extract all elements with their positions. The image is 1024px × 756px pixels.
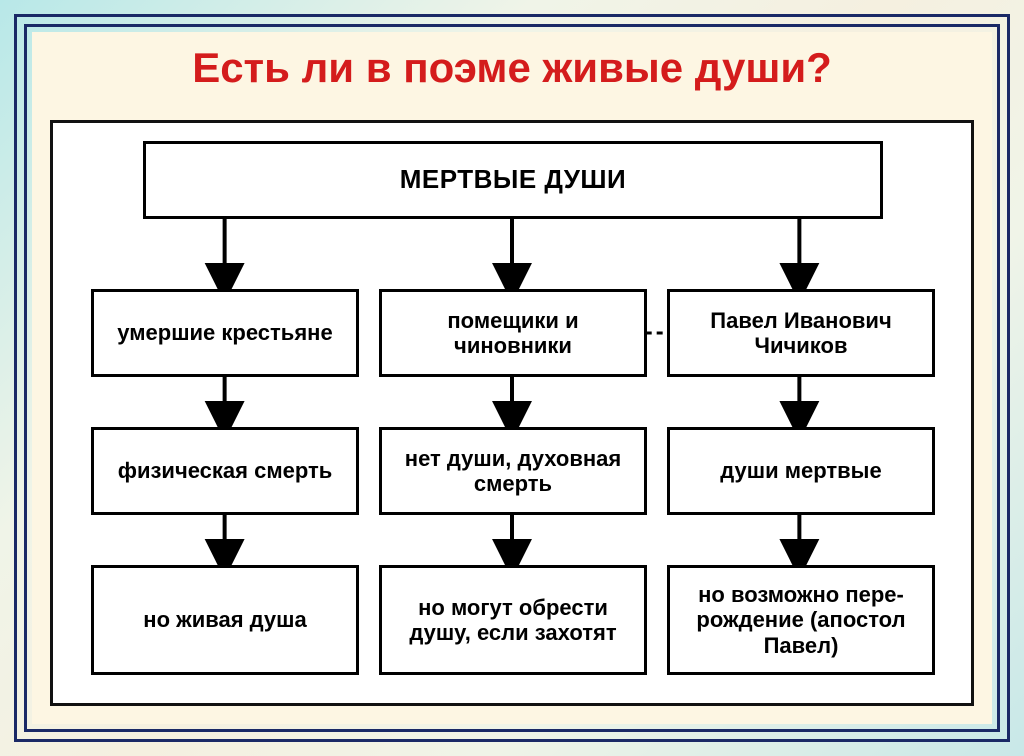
root-box: МЕРТВЫЕ ДУШИ xyxy=(143,141,883,219)
slide-paper: Есть ли в поэме живые души? xyxy=(32,32,992,724)
col0-l2: физическая смерть xyxy=(91,427,359,515)
col1-l2-text: нет души, духовная смерть xyxy=(392,446,634,497)
col1-l1: помещики и чиновники xyxy=(379,289,647,377)
col0-l3: но живая душа xyxy=(91,565,359,675)
col1-l1-text: помещики и чиновники xyxy=(392,308,634,359)
slide-frame: Есть ли в поэме живые души? xyxy=(0,0,1024,756)
col0-l1: умершие крестьяне xyxy=(91,289,359,377)
col1-l2: нет души, духовная смерть xyxy=(379,427,647,515)
col2-l3: но возможно пере-рождение (апостол Павел… xyxy=(667,565,935,675)
diagram-area: МЕРТВЫЕ ДУШИ умершие крестьяне физическа… xyxy=(50,120,974,706)
col2-l2-text: души мертвые xyxy=(720,458,881,483)
slide-title: Есть ли в поэме живые души? xyxy=(32,32,992,96)
col0-l2-text: физическая смерть xyxy=(118,458,333,483)
col0-l1-text: умершие крестьяне xyxy=(117,320,332,345)
root-label: МЕРТВЫЕ ДУШИ xyxy=(400,165,627,195)
col2-l1-text: Павел Иванович Чичиков xyxy=(680,308,922,359)
col1-l3-text: но могут обрести душу, если захотят xyxy=(392,595,634,646)
col1-l3: но могут обрести душу, если захотят xyxy=(379,565,647,675)
col2-l2: души мертвые xyxy=(667,427,935,515)
col0-l3-text: но живая душа xyxy=(143,607,306,632)
col2-l1: Павел Иванович Чичиков xyxy=(667,289,935,377)
col2-l3-text: но возможно пере-рождение (апостол Павел… xyxy=(680,582,922,658)
